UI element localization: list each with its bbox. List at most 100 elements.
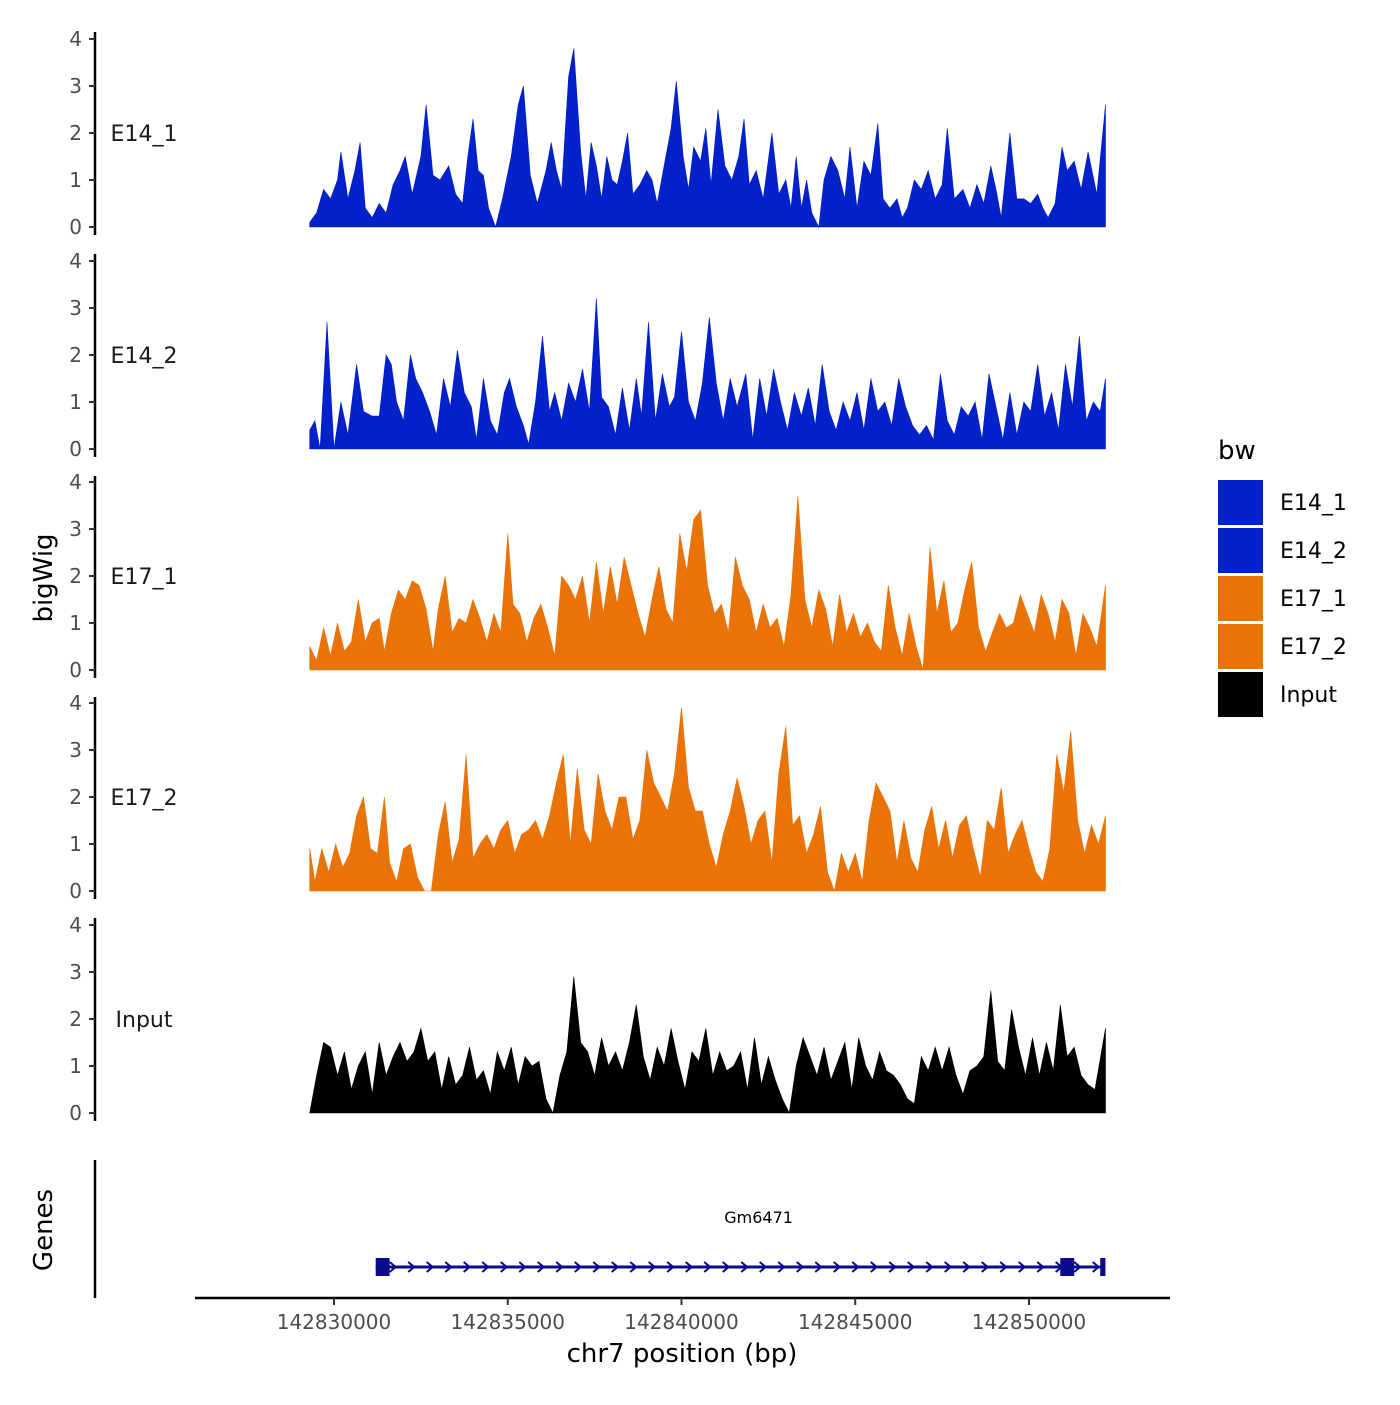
strand-arrow <box>1018 1261 1027 1273</box>
exon <box>1060 1258 1075 1276</box>
genes-track-title: Genes <box>29 1189 59 1271</box>
y-tick-label: 1 <box>69 611 82 635</box>
strand-arrow <box>962 1261 971 1273</box>
strand-arrow <box>944 1261 953 1273</box>
strand-arrow <box>925 1261 934 1273</box>
strand-arrow <box>592 1261 601 1273</box>
strand-arrow <box>537 1261 546 1273</box>
y-tick-label: 4 <box>69 249 82 273</box>
y-tick-label: 2 <box>69 343 82 367</box>
y-tick-label: 0 <box>69 437 82 461</box>
y-tick-label: 0 <box>69 879 82 903</box>
legend: bw E14_1 E14_2 E17_1 E17_2 Input <box>1218 436 1347 717</box>
strand-arrow <box>685 1261 694 1273</box>
y-tick-label: 3 <box>69 296 82 320</box>
strand-arrow <box>888 1261 897 1273</box>
track-label: E17_2 <box>111 786 178 811</box>
y-tick-label: 3 <box>69 960 82 984</box>
legend-swatch <box>1218 528 1263 573</box>
x-tick-label: 142850000 <box>972 1310 1087 1334</box>
legend-label: Input <box>1280 683 1337 708</box>
strand-arrow <box>814 1261 823 1273</box>
track-E17_2: 0 1 2 3 4 E17_2 <box>69 691 1106 903</box>
legend-swatch <box>1218 624 1263 669</box>
y-tick-label: 0 <box>69 215 82 239</box>
strand-arrow <box>1036 1261 1045 1273</box>
track-E14_2: 0 1 2 3 4 E14_2 <box>69 249 1106 461</box>
track-label: E14_2 <box>111 344 178 369</box>
track-label: E17_1 <box>111 565 178 590</box>
x-tick-label: 142840000 <box>624 1310 739 1334</box>
y-tick-label: 4 <box>69 691 82 715</box>
y-tick-label: 2 <box>69 121 82 145</box>
strand-arrow <box>500 1261 509 1273</box>
strand-arrow <box>870 1261 879 1273</box>
y-tick-label: 2 <box>69 1007 82 1031</box>
strand-arrow <box>648 1261 657 1273</box>
signal-area <box>309 707 1106 893</box>
gene-track: Gm6471 <box>93 1160 1106 1298</box>
strand-arrow <box>463 1261 472 1273</box>
tracks-layer: 0 1 2 3 4 E14_1 0 1 2 3 4 E14_2 0 1 2 3 4 E17_1 0 1 2 3 4 E17_2… <box>69 27 1106 1125</box>
y-tick-label: 4 <box>69 470 82 494</box>
signal-area <box>309 496 1106 671</box>
y-tick-label: 4 <box>69 27 82 51</box>
strand-arrow <box>777 1261 786 1273</box>
signal-area <box>309 298 1106 450</box>
strand-arrow <box>481 1261 490 1273</box>
y-axis-title: bigWig <box>29 533 59 622</box>
strand-arrow <box>407 1261 416 1273</box>
strand-arrow <box>389 1261 398 1273</box>
signal-area <box>309 976 1106 1114</box>
signal-area <box>309 48 1106 229</box>
strand-arrow <box>1092 1261 1101 1273</box>
y-tick-label: 2 <box>69 564 82 588</box>
y-tick-label: 1 <box>69 168 82 192</box>
y-tick-label: 1 <box>69 832 82 856</box>
strand-arrow <box>1073 1261 1082 1273</box>
y-tick-label: 3 <box>69 738 82 762</box>
track-E17_1: 0 1 2 3 4 E17_1 <box>69 470 1106 682</box>
strand-arrow <box>629 1261 638 1273</box>
y-tick-label: 3 <box>69 74 82 98</box>
legend-label: E14_1 <box>1280 491 1347 516</box>
legend-swatch <box>1218 672 1263 717</box>
track-label: Input <box>116 1008 173 1033</box>
strand-arrow <box>907 1261 916 1273</box>
x-tick-label: 142835000 <box>450 1310 565 1334</box>
legend-swatch <box>1218 576 1263 621</box>
y-tick-label: 1 <box>69 1054 82 1078</box>
exon <box>375 1258 390 1276</box>
x-tick-label: 142830000 <box>277 1310 392 1334</box>
legend-label: E14_2 <box>1280 539 1347 564</box>
legend-label: E17_1 <box>1280 587 1347 612</box>
track-label: E14_1 <box>111 122 178 147</box>
strand-arrow <box>703 1261 712 1273</box>
y-tick-label: 1 <box>69 390 82 414</box>
strand-arrow <box>426 1261 435 1273</box>
track-Input: 0 1 2 3 4 Input <box>69 913 1106 1125</box>
y-tick-label: 3 <box>69 517 82 541</box>
y-tick-label: 0 <box>69 658 82 682</box>
strand-arrow <box>444 1261 453 1273</box>
strand-arrow <box>555 1261 564 1273</box>
exon <box>1100 1258 1106 1276</box>
strand-arrow <box>796 1261 805 1273</box>
strand-arrow <box>518 1261 527 1273</box>
strand-arrow <box>981 1261 990 1273</box>
y-tick-label: 4 <box>69 913 82 937</box>
strand-arrow <box>833 1261 842 1273</box>
strand-arrow <box>851 1261 860 1273</box>
y-tick-label: 0 <box>69 1101 82 1125</box>
x-axis: 142830000 142835000 142840000 142845000 1428… <box>195 1296 1170 1334</box>
strand-arrow <box>999 1261 1008 1273</box>
strand-arrow <box>722 1261 731 1273</box>
strand-arrow <box>740 1261 749 1273</box>
x-axis-title: chr7 position (bp) <box>567 1339 798 1369</box>
legend-swatch <box>1218 480 1263 525</box>
track-E14_1: 0 1 2 3 4 E14_1 <box>69 27 1106 239</box>
legend-label: E17_2 <box>1280 635 1347 660</box>
gene-name-label: Gm6471 <box>724 1208 793 1227</box>
